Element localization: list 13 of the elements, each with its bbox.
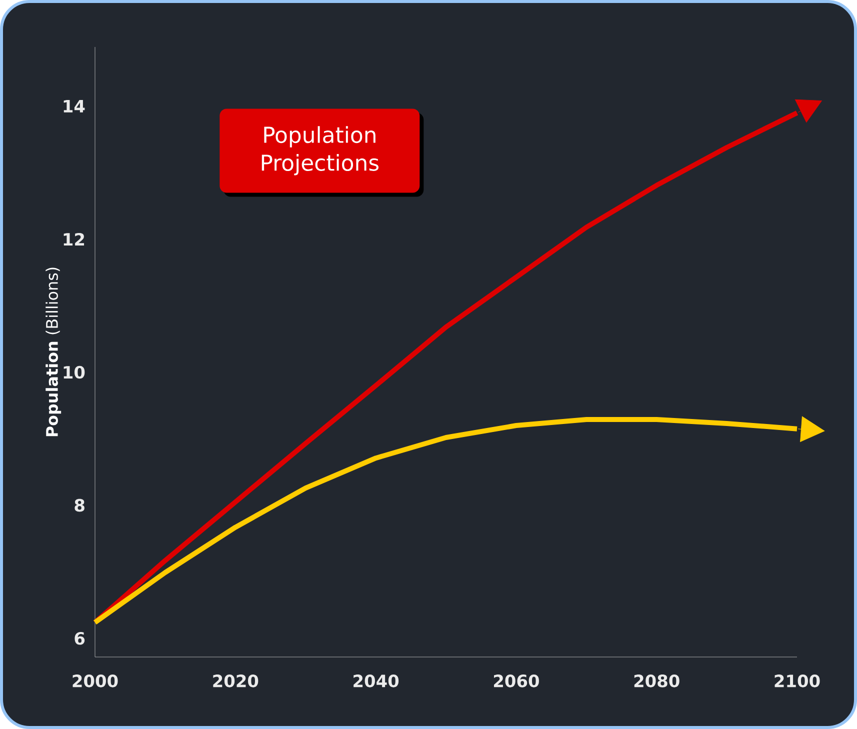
- x-tick-label: 2080: [634, 674, 680, 688]
- y-tick-label: 14: [64, 100, 85, 112]
- text: Population Projections: [262, 126, 378, 176]
- y-tick-label: 10: [64, 366, 85, 379]
- y-tick-label: 12: [64, 232, 84, 246]
- y-tick-label: 6: [74, 632, 85, 645]
- x-tick-label: 2100: [774, 674, 820, 688]
- x-tick-label: 2040: [354, 674, 399, 688]
- x-tick-label: 2020: [213, 674, 258, 688]
- x-tick-label: 2060: [494, 674, 539, 688]
- x-tick-label: 2000: [72, 674, 118, 688]
- y-axis-title: Population (Billions): [46, 268, 62, 436]
- y-tick-label: 8: [74, 498, 84, 512]
